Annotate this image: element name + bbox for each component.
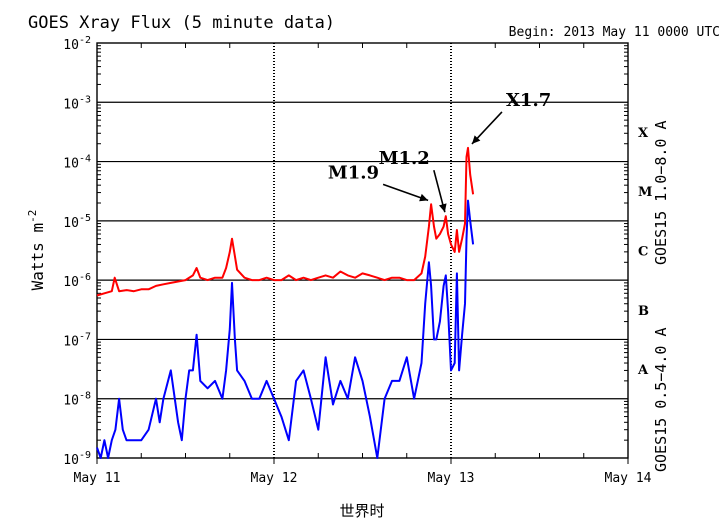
y-tick-base: 10 xyxy=(63,157,79,172)
y-tick-label: 10-7 xyxy=(63,331,91,349)
x-axis-label: 世界时 xyxy=(339,502,384,520)
y-tick-labels: 10-210-310-410-510-610-710-810-9 xyxy=(63,35,91,468)
y-tick-base: 10 xyxy=(63,275,79,290)
begin-label: Begin: 2013 May 11 0000 UTC xyxy=(509,25,720,40)
x-tick-label: May 14 xyxy=(605,471,652,486)
y-tick-exponent: -5 xyxy=(79,213,91,224)
y-tick-exponent: -6 xyxy=(79,272,91,283)
y-tick-label: 10-5 xyxy=(63,213,91,231)
y-tick-exponent: -8 xyxy=(79,391,91,402)
y-tick-base: 10 xyxy=(63,334,79,349)
y-axis-label: Watts m-2 xyxy=(26,210,47,291)
flare-class-labels: X M C B A xyxy=(637,126,652,378)
flare-annotation-label: M1.9 xyxy=(328,162,379,183)
annotation-arrow-head xyxy=(438,203,447,213)
series-layer xyxy=(96,146,475,459)
flare-annotation-label: X1.7 xyxy=(506,90,551,111)
annotation-arrow-head xyxy=(419,193,429,202)
y-tick-label: 10-6 xyxy=(63,272,91,290)
series-line-1 xyxy=(96,199,475,459)
y-tick-base: 10 xyxy=(63,394,79,409)
y-tick-exponent: -3 xyxy=(79,94,91,105)
y-tick-label: 10-8 xyxy=(63,391,91,409)
legend-series-long: GOES15 1.0−8.0 A xyxy=(652,121,670,266)
flare-class-label: A xyxy=(637,363,649,378)
series-line-0 xyxy=(96,146,475,297)
flare-annotation-label: M1.2 xyxy=(379,148,430,169)
y-tick-label: 10-3 xyxy=(63,94,91,112)
y-tick-base: 10 xyxy=(63,38,79,53)
flare-class-label: M xyxy=(638,185,652,200)
chart-title: GOES Xray Flux (5 minute data) xyxy=(28,13,335,33)
legend-series-short: GOES15 0.5−4.0 A xyxy=(652,328,670,473)
y-tick-base: 10 xyxy=(63,97,79,112)
flare-class-label: C xyxy=(638,245,648,260)
flare-annotations: X1.7 M1.2M1.9 xyxy=(328,90,551,213)
y-tick-exponent: -7 xyxy=(79,331,91,342)
y-tick-exponent: -9 xyxy=(79,450,91,461)
x-tick-label: May 13 xyxy=(428,471,475,486)
y-tick-base: 10 xyxy=(63,216,79,231)
flare-class-label: B xyxy=(638,304,649,319)
y-tick-label: 10-9 xyxy=(63,450,91,468)
y-tick-base: 10 xyxy=(63,453,79,468)
y-tick-exponent: -4 xyxy=(79,154,91,165)
y-tick-label: 10-2 xyxy=(63,35,91,53)
annotation-arrow-head xyxy=(471,135,481,144)
y-tick-exponent: -2 xyxy=(79,35,91,46)
x-tick-label: May 11 xyxy=(74,471,121,486)
x-tick-labels: May 11 May 12 May 13 May 14 xyxy=(74,471,652,486)
x-tick-label: May 12 xyxy=(251,471,298,486)
flare-class-label: X xyxy=(638,126,649,141)
y-tick-label: 10-4 xyxy=(63,154,91,172)
